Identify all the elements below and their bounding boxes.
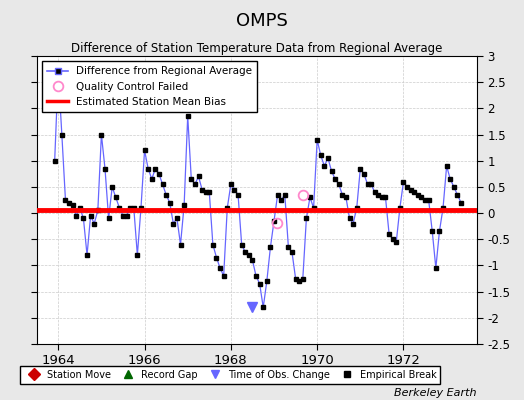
Legend: Station Move, Record Gap, Time of Obs. Change, Empirical Break: Station Move, Record Gap, Time of Obs. C… xyxy=(20,366,440,384)
Text: OMPS: OMPS xyxy=(236,12,288,30)
Title: Difference of Station Temperature Data from Regional Average: Difference of Station Temperature Data f… xyxy=(71,42,442,55)
Text: Berkeley Earth: Berkeley Earth xyxy=(395,388,477,398)
